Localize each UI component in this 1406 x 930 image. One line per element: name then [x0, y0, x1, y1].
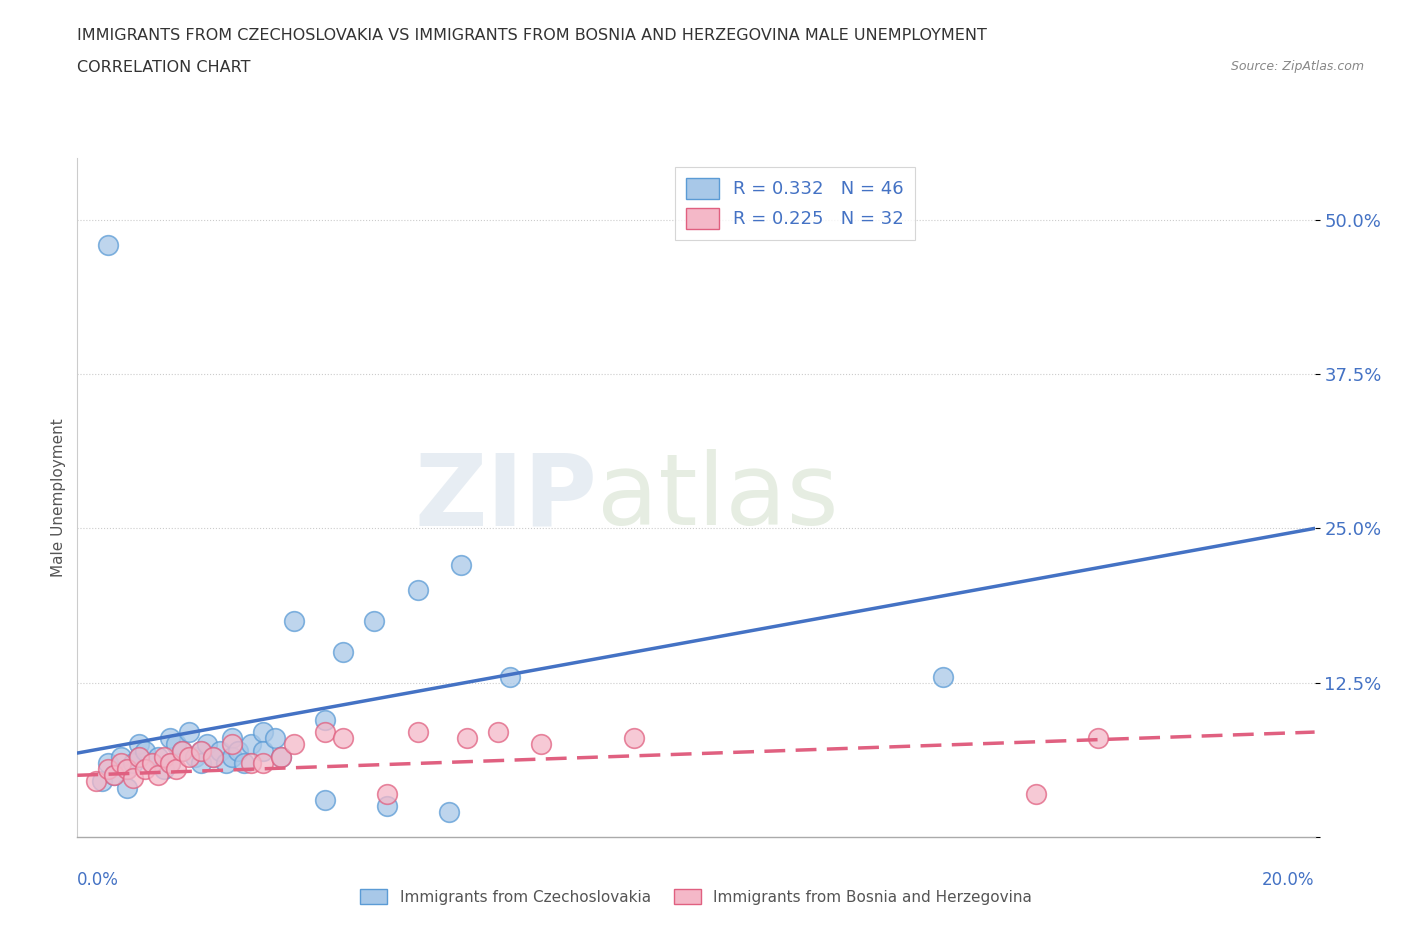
Point	[97, 755, 120, 770]
Point	[91, 774, 114, 789]
Point	[115, 762, 138, 777]
Point	[97, 237, 120, 252]
Point	[406, 583, 429, 598]
Point	[283, 737, 305, 751]
Point	[165, 737, 187, 751]
Point	[208, 743, 231, 758]
Point	[314, 712, 336, 727]
Text: 20.0%: 20.0%	[1263, 870, 1315, 889]
Point	[221, 731, 243, 746]
Point	[332, 644, 354, 659]
Point	[195, 737, 218, 751]
Point	[146, 768, 169, 783]
Point	[122, 770, 145, 785]
Legend: Immigrants from Czechoslovakia, Immigrants from Bosnia and Herzegovina: Immigrants from Czechoslovakia, Immigran…	[354, 883, 1038, 910]
Point	[177, 750, 200, 764]
Point	[128, 750, 150, 764]
Point	[172, 743, 194, 758]
Point	[153, 750, 176, 764]
Point	[202, 750, 225, 764]
Point	[184, 750, 207, 764]
Point	[239, 737, 262, 751]
Point	[314, 792, 336, 807]
Point	[103, 768, 125, 783]
Text: CORRELATION CHART: CORRELATION CHART	[77, 60, 250, 75]
Point	[375, 799, 398, 814]
Point	[103, 768, 125, 783]
Point	[159, 755, 181, 770]
Point	[221, 750, 243, 764]
Point	[134, 762, 156, 777]
Point	[122, 755, 145, 770]
Point	[264, 731, 287, 746]
Text: ZIP: ZIP	[415, 449, 598, 546]
Point	[1087, 731, 1109, 746]
Point	[437, 804, 460, 819]
Point	[141, 755, 163, 770]
Point	[141, 755, 163, 770]
Point	[1025, 787, 1047, 802]
Point	[190, 743, 212, 758]
Point	[84, 774, 107, 789]
Point	[221, 737, 243, 751]
Point	[239, 755, 262, 770]
Point	[252, 724, 274, 739]
Point	[202, 750, 225, 764]
Point	[159, 755, 181, 770]
Point	[332, 731, 354, 746]
Point	[172, 743, 194, 758]
Point	[283, 614, 305, 629]
Point	[110, 750, 132, 764]
Point	[270, 750, 292, 764]
Point	[128, 750, 150, 764]
Point	[215, 755, 238, 770]
Point	[530, 737, 553, 751]
Point	[623, 731, 645, 746]
Point	[146, 750, 169, 764]
Point	[165, 762, 187, 777]
Point	[314, 724, 336, 739]
Point	[375, 787, 398, 802]
Text: atlas: atlas	[598, 449, 838, 546]
Point	[226, 743, 249, 758]
Text: 0.0%: 0.0%	[77, 870, 120, 889]
Point	[270, 750, 292, 764]
Text: Source: ZipAtlas.com: Source: ZipAtlas.com	[1230, 60, 1364, 73]
Y-axis label: Male Unemployment: Male Unemployment	[51, 418, 66, 577]
Point	[486, 724, 509, 739]
Point	[97, 762, 120, 777]
Point	[252, 743, 274, 758]
Point	[406, 724, 429, 739]
Point	[456, 731, 478, 746]
Point	[499, 669, 522, 684]
Point	[363, 614, 385, 629]
Point	[153, 762, 176, 777]
Point	[190, 743, 212, 758]
Point	[128, 737, 150, 751]
Point	[115, 780, 138, 795]
Point	[134, 743, 156, 758]
Point	[252, 755, 274, 770]
Point	[233, 755, 256, 770]
Text: IMMIGRANTS FROM CZECHOSLOVAKIA VS IMMIGRANTS FROM BOSNIA AND HERZEGOVINA MALE UN: IMMIGRANTS FROM CZECHOSLOVAKIA VS IMMIGR…	[77, 28, 987, 43]
Point	[159, 731, 181, 746]
Point	[110, 755, 132, 770]
Point	[115, 762, 138, 777]
Point	[932, 669, 955, 684]
Point	[190, 755, 212, 770]
Point	[177, 724, 200, 739]
Point	[450, 558, 472, 573]
